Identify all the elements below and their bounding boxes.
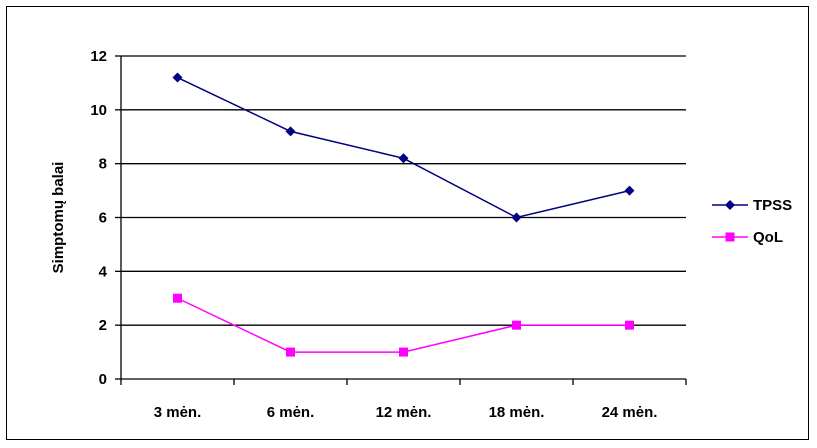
series-qol-point	[512, 320, 521, 330]
x-tick-label: 3 mėn.	[154, 404, 202, 421]
legend: TPSS QoL	[712, 197, 792, 246]
series-tpss-point	[172, 72, 183, 83]
y-tick-label: 2	[99, 317, 107, 334]
x-tick-labels: 3 mėn. 6 mėn. 12 mėn. 18 mėn. 24 mėn.	[154, 404, 658, 421]
x-tick-label: 6 mėn.	[267, 404, 315, 421]
legend-item-qol: QoL	[712, 229, 783, 246]
series-tpss-point	[511, 212, 522, 223]
y-tick-label: 6	[99, 210, 107, 227]
y-axis-title: Simptomų balai	[50, 162, 67, 274]
series-qol-point	[173, 293, 182, 303]
axes	[115, 55, 687, 385]
y-tick-label: 8	[99, 156, 107, 173]
series-tpss-point	[398, 153, 409, 164]
x-tick-label: 18 mėn.	[489, 404, 545, 421]
legend-qol-label: QoL	[753, 229, 783, 246]
series-qol-point	[399, 347, 408, 357]
legend-tpss-label: TPSS	[753, 197, 792, 214]
series-qol-point	[286, 347, 295, 357]
legend-qol-marker	[725, 232, 735, 242]
x-tick-label: 24 mėn.	[602, 404, 658, 421]
series-tpss-point	[285, 126, 296, 137]
x-tick-label: 12 mėn.	[376, 404, 432, 421]
series-qol-point	[625, 320, 634, 330]
series-qol	[173, 293, 634, 357]
y-tick-label: 12	[90, 48, 107, 65]
gridlines	[121, 55, 686, 326]
series-tpss-point	[624, 185, 635, 196]
series-layer	[172, 72, 635, 357]
y-tick-label: 0	[99, 371, 107, 388]
legend-item-tpss: TPSS	[712, 197, 792, 214]
y-tick-label: 4	[99, 263, 108, 280]
series-tpss	[172, 72, 635, 223]
y-tick-label: 10	[90, 102, 107, 119]
legend-tpss-marker	[725, 200, 735, 210]
y-tick-labels: 0 2 4 6 8 10 12	[90, 48, 107, 388]
